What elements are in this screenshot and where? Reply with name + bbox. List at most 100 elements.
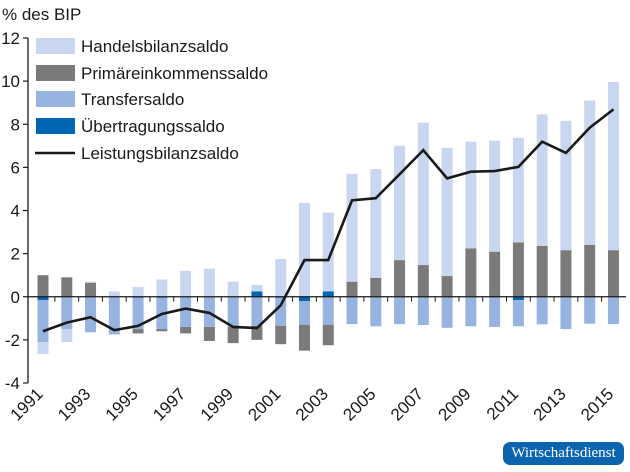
y-tick-label: 4 <box>11 202 20 221</box>
bar-transfersaldo-1991 <box>37 299 49 343</box>
bar-übertragungssaldo-2011 <box>512 296 524 300</box>
bar-transfersaldo-1999 <box>227 296 239 327</box>
bar-transfersaldo-1993 <box>85 296 97 333</box>
x-tick-label: 2009 <box>435 384 475 424</box>
bar-primäreinkommenssaldo-2011 <box>512 242 524 297</box>
bar-übertragungssaldo-1991 <box>37 296 49 300</box>
bar-transfersaldo-2005 <box>370 296 382 327</box>
bar-primäreinkommenssaldo-2012 <box>536 245 548 297</box>
bar-transfersaldo-2009 <box>465 296 477 327</box>
x-tick-label: 1999 <box>197 384 237 424</box>
bar-transfersaldo-1997 <box>180 296 192 327</box>
x-tick-label: 2013 <box>530 384 570 424</box>
bar-handelsbilanzsaldo-2006 <box>394 145 406 261</box>
bar-primäreinkommenssaldo-2006 <box>394 260 406 297</box>
bar-handelsbilanzsaldo-2013 <box>560 120 572 251</box>
y-tick-label: 10 <box>1 72 20 91</box>
bar-handelsbilanzsaldo-2014 <box>584 100 596 245</box>
bar-handelsbilanzsaldo-2001 <box>275 259 287 297</box>
bar-übertragungssaldo-2002 <box>298 296 310 302</box>
bar-primäreinkommenssaldo-2013 <box>560 250 572 297</box>
legend-swatch <box>36 65 75 81</box>
bar-primäreinkommenssaldo-2015 <box>607 250 619 297</box>
bar-primäreinkommenssaldo-1992 <box>61 277 73 297</box>
bar-transfersaldo-2014 <box>584 296 596 324</box>
bar-primäreinkommenssaldo-2000 <box>251 325 263 340</box>
bar-primäreinkommenssaldo-2014 <box>584 245 596 296</box>
bar-primäreinkommenssaldo-2002 <box>298 324 310 351</box>
bar-handelsbilanzsaldo-2003 <box>322 212 334 292</box>
bar-transfersaldo-2008 <box>441 296 453 328</box>
bar-handelsbilanzsaldo-1997 <box>180 270 192 297</box>
legend-label: Primäreinkommenssaldo <box>81 64 268 83</box>
bar-handelsbilanzsaldo-2012 <box>536 114 548 246</box>
bar-primäreinkommenssaldo-1993 <box>85 282 97 297</box>
bar-handelsbilanzsaldo-2000 <box>251 284 263 292</box>
bar-handelsbilanzsaldo-2005 <box>370 169 382 278</box>
bar-transfersaldo-2003 <box>322 296 334 325</box>
line-series <box>42 108 615 333</box>
bar-handelsbilanzsaldo-1995 <box>132 287 144 297</box>
legend-label: Übertragungssaldo <box>81 117 225 136</box>
bar-transfersaldo-1995 <box>132 297 144 330</box>
bar-handelsbilanzsaldo-2004 <box>346 173 358 282</box>
legend-swatch <box>36 91 75 107</box>
bar-handelsbilanzsaldo-1993 <box>85 281 97 283</box>
y-tick-label: -4 <box>5 374 20 393</box>
bar-transfersaldo-1994 <box>108 296 120 335</box>
x-tick-label: 2005 <box>339 384 379 424</box>
bar-primäreinkommenssaldo-1996 <box>156 329 168 332</box>
x-tick-label: 2011 <box>483 384 522 423</box>
bar-transfersaldo-2006 <box>394 296 406 325</box>
bar-transfersaldo-2001 <box>275 297 287 326</box>
bar-transfersaldo-1992 <box>61 296 73 330</box>
bar-transfersaldo-2013 <box>560 296 572 330</box>
bar-primäreinkommenssaldo-2009 <box>465 248 477 297</box>
y-tick-label: 0 <box>11 288 20 307</box>
bar-transfersaldo-2010 <box>489 296 501 327</box>
source-badge: Wirtschaftsdienst <box>503 442 624 465</box>
legend-label: Handelsbilanzsaldo <box>81 37 228 56</box>
bar-transfersaldo-2004 <box>346 296 358 325</box>
bar-handelsbilanzsaldo-2011 <box>512 137 524 243</box>
bar-handelsbilanzsaldo-1998 <box>203 268 215 297</box>
x-tick-label: 2007 <box>387 384 427 424</box>
legend-swatch <box>36 38 75 54</box>
legend-swatch <box>36 118 75 134</box>
x-tick-label: 1995 <box>102 384 142 424</box>
bar-primäreinkommenssaldo-2004 <box>346 281 358 297</box>
bar-primäreinkommenssaldo-2008 <box>441 276 453 297</box>
y-tick-label: -2 <box>5 331 20 350</box>
bar-transfersaldo-2015 <box>607 296 619 325</box>
bar-primäreinkommenssaldo-2007 <box>417 265 429 297</box>
x-tick-label: 1993 <box>54 384 94 424</box>
bar-primäreinkommenssaldo-1997 <box>180 326 192 334</box>
bar-primäreinkommenssaldo-2003 <box>322 324 334 346</box>
y-tick-label: 12 <box>1 29 20 48</box>
legend-label: Transfersaldo <box>81 90 184 109</box>
bar-primäreinkommenssaldo-1995 <box>132 329 144 334</box>
bar-handelsbilanzsaldo-2015 <box>607 81 619 251</box>
x-tick-label: 2015 <box>577 384 617 424</box>
bar-handelsbilanzsaldo-2010 <box>489 140 501 252</box>
bar-handelsbilanzsaldo-1992 <box>61 329 73 343</box>
bar-primäreinkommenssaldo-2010 <box>489 251 501 296</box>
bar-primäreinkommenssaldo-1991 <box>37 275 49 297</box>
bar-transfersaldo-2012 <box>536 296 548 325</box>
bar-handelsbilanzsaldo-2008 <box>441 147 453 277</box>
bar-primäreinkommenssaldo-1999 <box>227 326 239 344</box>
bar-handelsbilanzsaldo-1991 <box>37 342 49 354</box>
bar-handelsbilanzsaldo-2007 <box>417 122 429 266</box>
bar-handelsbilanzsaldo-2009 <box>465 141 477 249</box>
bar-übertragungssaldo-2003 <box>322 291 334 297</box>
legend-label: Leistungsbilanzsaldo <box>81 144 239 163</box>
bar-handelsbilanzsaldo-2002 <box>298 202 310 297</box>
y-tick-label: 8 <box>11 115 20 134</box>
bar-primäreinkommenssaldo-2001 <box>275 325 287 345</box>
x-tick-label: 2001 <box>244 384 284 424</box>
bar-übertragungssaldo-2000 <box>251 291 263 297</box>
bar-transfersaldo-2007 <box>417 296 429 325</box>
bar-handelsbilanzsaldo-1994 <box>108 291 120 297</box>
